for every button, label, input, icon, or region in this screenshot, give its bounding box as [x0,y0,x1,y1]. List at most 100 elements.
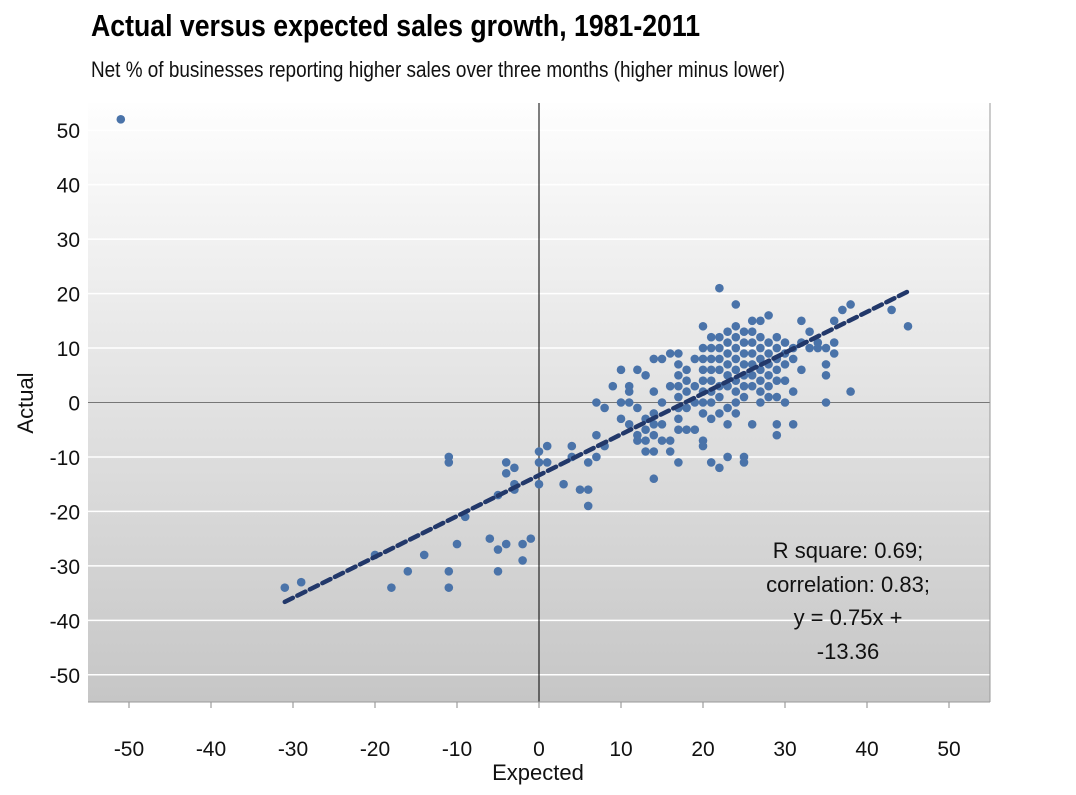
x-tick-label: -50 [114,738,144,761]
data-point [829,338,839,347]
x-tick-label: 50 [937,738,960,761]
data-point [706,414,716,424]
data-point [493,567,503,576]
data-point [731,387,741,396]
data-point [674,458,683,467]
y-tick-label: -20 [50,501,80,524]
trendline [282,289,911,605]
chart-title: Actual versus expected sales growth, 198… [91,8,701,43]
data-point [518,556,527,565]
data-point [682,403,691,413]
data-point [739,338,749,347]
data-point [682,376,691,386]
data-point [715,463,724,473]
chart-subtitle: Net % of businesses reporting higher sal… [91,57,786,82]
data-point [780,360,790,369]
data-point [452,539,462,549]
data-point [772,365,782,375]
data-point [731,409,741,418]
data-point [698,398,708,407]
data-point [510,463,519,473]
data-point [706,365,716,375]
data-point [624,419,634,429]
data-point [674,370,683,380]
data-point [534,447,544,456]
stats-annotation: R square: 0.69; correlation: 0.83; y = 0… [766,538,930,664]
axes [88,103,991,708]
data-point [657,398,667,407]
data-point [624,398,634,407]
data-point [715,343,724,353]
data-point [534,458,544,467]
data-point [387,583,396,592]
data-point [592,452,601,462]
data-point [682,387,691,396]
data-point [419,550,429,560]
data-point [444,583,454,592]
data-point [772,343,782,353]
data-point [821,398,831,407]
data-point [739,327,749,337]
data-point [764,338,773,347]
x-tick-label: -10 [442,738,472,761]
data-point [731,398,741,407]
data-point [764,392,773,402]
data-point [698,441,708,451]
data-point [633,403,642,413]
y-tick-label: -10 [50,447,80,470]
data-point [665,447,675,456]
data-point [813,338,823,347]
x-tick-label: 20 [691,738,714,761]
data-point [559,479,568,489]
data-point [780,338,790,347]
data-point [641,436,650,445]
data-point [772,430,782,440]
data-point [665,381,675,391]
data-point [715,365,724,375]
data-point [608,381,618,391]
data-point [772,392,782,402]
data-point [772,332,782,342]
y-tick-label: 0 [68,393,80,416]
data-point [501,539,511,549]
data-point [592,398,601,407]
data-point [649,447,659,456]
data-point [723,327,732,337]
data-point [690,381,700,391]
data-point [641,447,650,456]
data-point [723,338,732,347]
data-point [641,425,650,435]
data-point [723,370,732,380]
data-point [731,365,741,375]
y-tick-label: 40 [57,175,80,198]
x-tick-label: 40 [855,738,878,761]
data-point [698,321,708,331]
data-point [444,458,454,467]
data-point [633,365,642,375]
data-point [903,321,913,331]
data-point [690,354,700,364]
data-point [739,360,749,369]
data-point [731,332,741,342]
data-point [731,300,741,309]
data-point [542,458,552,467]
data-point [821,343,831,353]
data-point [493,545,503,554]
data-point [641,370,650,380]
data-point [444,567,454,576]
data-point [633,430,642,440]
data-point [747,316,757,326]
data-point [698,365,708,375]
data-point [747,419,757,429]
data-point [838,305,847,315]
data-point [698,376,708,386]
data-point [616,398,626,407]
data-point [756,398,765,407]
data-point [731,343,741,353]
data-point [723,403,732,413]
data-point [706,354,716,364]
y-tick-label: 20 [57,284,80,307]
data-point [756,316,765,326]
x-tick-label: -30 [278,738,308,761]
